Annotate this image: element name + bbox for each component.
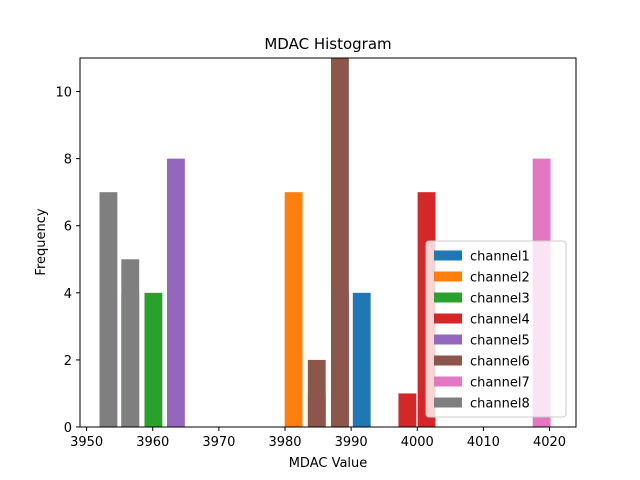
- y-tick-label: 10: [55, 86, 72, 101]
- bar-channel8-1: [121, 259, 140, 427]
- bar-channel6-1: [330, 58, 349, 427]
- x-tick-label: 4020: [533, 435, 566, 450]
- legend-swatch-channel3: [434, 292, 462, 303]
- chart-title: MDAC Histogram: [264, 35, 391, 53]
- x-tick-label: 3990: [335, 435, 368, 450]
- legend-swatch-channel8: [434, 397, 462, 408]
- y-tick-label: 6: [64, 220, 72, 235]
- bar-channel2-0: [284, 192, 303, 427]
- legend-swatch-channel1: [434, 250, 462, 261]
- plot-frame: [79, 57, 577, 428]
- legend-label-channel5: channel5: [470, 334, 530, 349]
- y-tick-label: 4: [64, 287, 72, 302]
- x-tick-label: 3960: [136, 435, 169, 450]
- bar-channel4-0: [398, 393, 417, 427]
- legend-label-channel7: channel7: [470, 376, 530, 391]
- legend-swatch-channel6: [434, 355, 462, 366]
- legend-label-channel4: channel4: [470, 313, 530, 328]
- legend-swatch-channel2: [434, 271, 462, 282]
- legend-label-channel8: channel8: [470, 397, 530, 412]
- x-tick-label: 4000: [401, 435, 434, 450]
- y-axis-ticks: 0 2 4 6 8 10: [55, 86, 80, 436]
- y-tick-label: 8: [64, 153, 72, 168]
- y-tick-label: 0: [64, 421, 72, 436]
- bar-channel5-0: [166, 158, 185, 427]
- legend-swatch-channel4: [434, 313, 462, 324]
- y-axis-label: Frequency: [34, 208, 49, 275]
- legend-swatch-channel7: [434, 376, 462, 387]
- legend-label-channel2: channel2: [470, 271, 530, 286]
- x-axis-ticks: 3950 3960 3970 3980 3990 4000 4010 4020: [70, 427, 566, 450]
- legend-label-channel3: channel3: [470, 292, 530, 307]
- x-tick-label: 3980: [268, 435, 301, 450]
- bar-channel6-0: [307, 359, 326, 427]
- x-tick-label: 3970: [202, 435, 235, 450]
- y-tick-label: 2: [64, 354, 72, 369]
- legend-label-channel1: channel1: [470, 250, 530, 265]
- legend-label-channel6: channel6: [470, 355, 530, 370]
- x-tick-label: 4010: [467, 435, 500, 450]
- legend: channel1 channel2 channel3 channel4 channel5…: [425, 240, 567, 418]
- x-tick-label: 3950: [70, 435, 103, 450]
- legend-swatch-channel5: [434, 334, 462, 345]
- bar-channel8-0: [99, 192, 118, 427]
- bar-channel1-1: [352, 292, 371, 427]
- legend-box: [425, 240, 567, 418]
- bar-channel3-1: [144, 292, 163, 427]
- x-axis-label: MDAC Value: [289, 456, 368, 471]
